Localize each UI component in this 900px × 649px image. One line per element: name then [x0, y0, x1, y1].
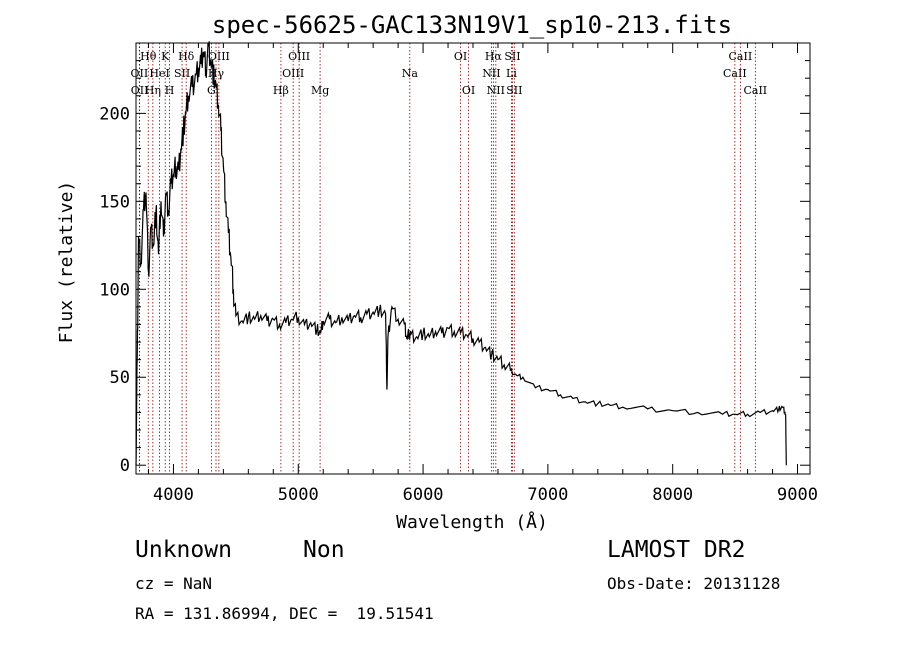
y-tick-label-2: 100 [99, 280, 130, 300]
coordinates-label: RA = 131.86994, DEC = 19.51541 [135, 604, 434, 623]
subclass-label: Non [303, 537, 345, 563]
line-label-22: SII [504, 50, 520, 63]
y-axis: 0 50 100 150 200 [99, 60, 810, 476]
line-label-6: Hη [145, 84, 161, 97]
x-tick-label-3: 7000 [527, 485, 568, 505]
line-label-13: OIII [288, 50, 310, 63]
line-label-0: Hθ [140, 50, 157, 63]
y-tick-label-3: 150 [99, 192, 130, 212]
line-label-25: CaII [729, 50, 753, 63]
spectral-line-markers [138, 43, 756, 474]
redshift-label: cz = NaN [135, 574, 213, 593]
line-label-12: Hβ [273, 84, 289, 97]
y-tick-label-0: 0 [120, 456, 130, 476]
survey-label: LAMOST DR2 [607, 537, 746, 563]
line-label-27: CaII [743, 84, 767, 97]
x-tick-label-0: 4000 [153, 485, 194, 505]
line-label-8: Hδ [178, 50, 195, 63]
chart-title: spec-56625-GAC133N19V1_sp10-213.fits [212, 11, 732, 39]
line-label-1: OII [131, 67, 149, 80]
y-tick-label-1: 50 [110, 368, 130, 388]
line-label-10: OIII [208, 50, 230, 63]
line-label-21: NII [487, 84, 505, 97]
line-label-17: OI [454, 50, 467, 63]
line-label-16: Na [402, 67, 419, 80]
line-label-2: OII [131, 84, 149, 97]
x-tick-label-5: 9000 [777, 485, 818, 505]
spectral-line-labels: Hθ OII OII K H HeI Hη SII Hδ G OIII Hγ Hβ OIII OIII Mg N… [131, 50, 768, 97]
x-axis-label: Wavelength (Å) [396, 511, 548, 533]
line-label-20: NII [482, 67, 500, 80]
obs-date-label: Obs-Date: 20131128 [607, 574, 781, 593]
line-label-4: H [165, 84, 175, 97]
line-label-26: CaII [723, 67, 747, 80]
line-label-19: Hα [485, 50, 503, 63]
y-axis-label: Flux (relative) [56, 181, 77, 344]
line-label-7: SII [174, 67, 190, 80]
line-label-18: OI [462, 84, 475, 97]
line-label-15: Mg [311, 84, 329, 97]
line-label-11: Hγ [208, 67, 225, 80]
line-label-23: Li [506, 67, 517, 80]
x-tick-label-2: 6000 [403, 485, 444, 505]
y-tick-label-4: 200 [99, 104, 130, 124]
line-label-5: HeI [149, 67, 169, 80]
line-label-9: G [207, 84, 216, 97]
spectrum-line [135, 41, 787, 466]
x-tick-label-4: 8000 [652, 485, 693, 505]
line-label-3: K [161, 50, 170, 63]
x-axis: 4000 5000 6000 7000 8000 9000 [147, 43, 818, 505]
line-label-24: SII [506, 84, 522, 97]
line-label-14: OIII [282, 67, 304, 80]
x-tick-label-1: 5000 [278, 485, 319, 505]
class-label: Unknown [135, 537, 232, 563]
plot-frame [135, 42, 811, 475]
